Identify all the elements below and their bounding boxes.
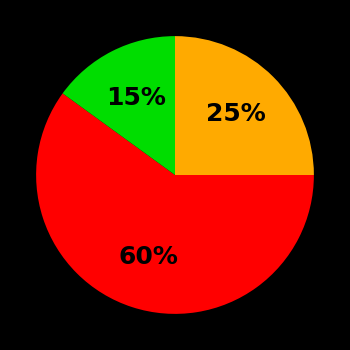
Text: 60%: 60% [118,245,178,269]
Wedge shape [63,36,175,175]
Text: 15%: 15% [106,86,166,110]
Text: 25%: 25% [206,102,266,126]
Wedge shape [175,36,314,175]
Wedge shape [36,93,314,314]
